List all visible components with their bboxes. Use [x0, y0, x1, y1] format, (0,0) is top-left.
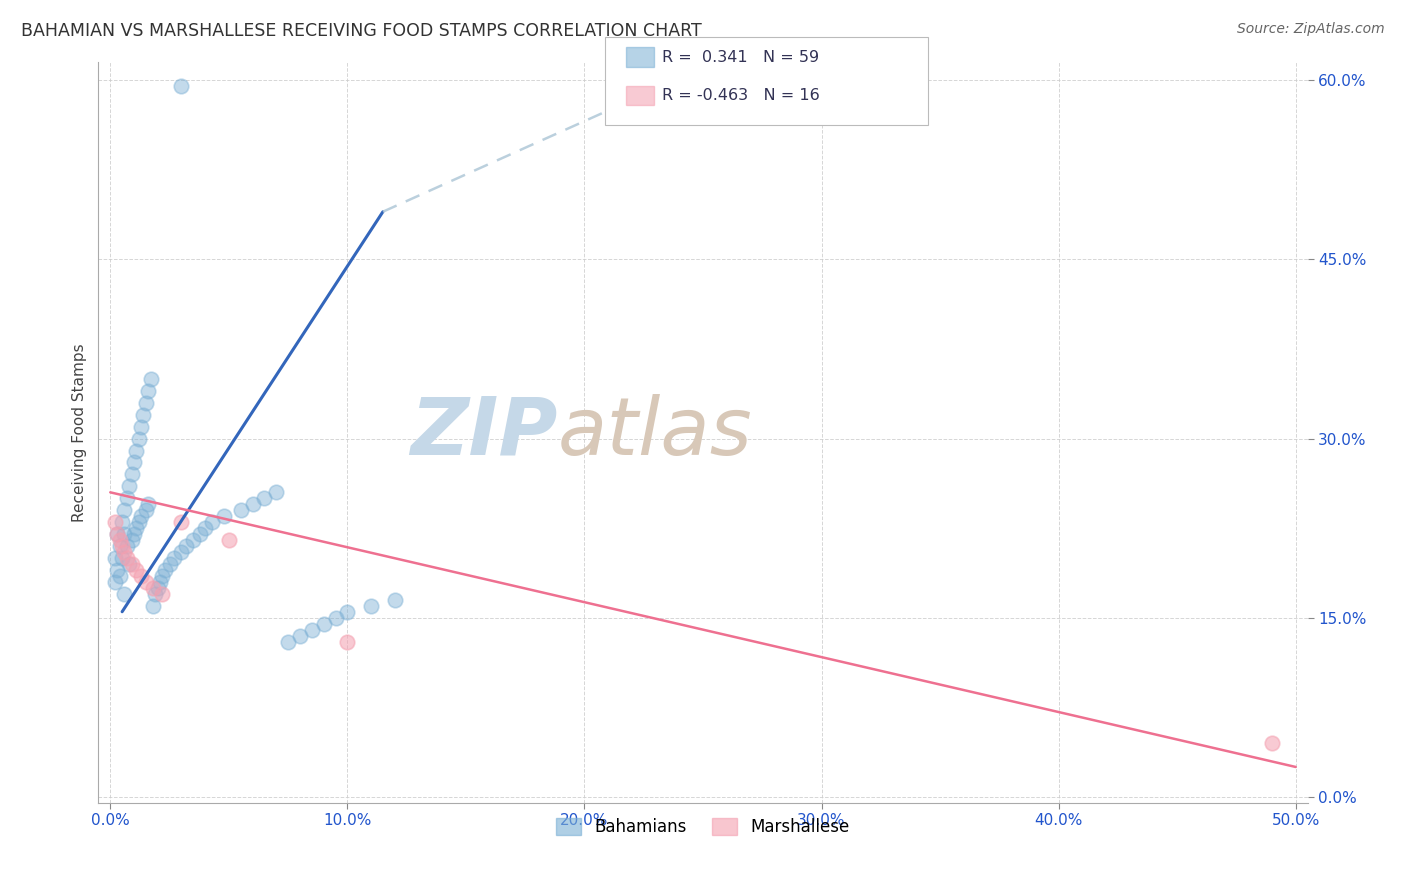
Point — [115, 551, 138, 566]
Point — [242, 497, 264, 511]
Point — [139, 372, 162, 386]
Text: atlas: atlas — [558, 393, 752, 472]
Point — [253, 491, 276, 506]
Point — [152, 569, 174, 583]
Point — [190, 527, 212, 541]
Point — [129, 419, 152, 434]
Point — [170, 515, 193, 529]
Point — [194, 521, 217, 535]
Point — [105, 527, 128, 541]
Point — [128, 515, 150, 529]
Text: ZIP: ZIP — [411, 393, 558, 472]
Point — [115, 539, 138, 553]
Point — [121, 533, 143, 547]
Point — [264, 485, 287, 500]
Point — [128, 432, 150, 446]
Point — [135, 503, 157, 517]
Text: R = -0.463   N = 16: R = -0.463 N = 16 — [662, 88, 820, 103]
Point — [114, 545, 136, 559]
Point — [288, 629, 311, 643]
Text: BAHAMIAN VS MARSHALLESE RECEIVING FOOD STAMPS CORRELATION CHART: BAHAMIAN VS MARSHALLESE RECEIVING FOOD S… — [21, 22, 702, 40]
Point — [111, 551, 134, 566]
Point — [384, 592, 406, 607]
Point — [142, 599, 165, 613]
Point — [114, 527, 136, 541]
Point — [118, 557, 141, 571]
Point — [174, 539, 197, 553]
Point — [153, 563, 176, 577]
Text: Source: ZipAtlas.com: Source: ZipAtlas.com — [1237, 22, 1385, 37]
Point — [170, 79, 193, 94]
Point — [105, 563, 128, 577]
Point — [122, 527, 145, 541]
Point — [108, 539, 131, 553]
Point — [301, 623, 323, 637]
Point — [1261, 736, 1284, 750]
Point — [170, 545, 193, 559]
Point — [325, 610, 347, 624]
Point — [105, 527, 128, 541]
Point — [111, 515, 134, 529]
Point — [104, 515, 127, 529]
Point — [142, 581, 165, 595]
Y-axis label: Receiving Food Stamps: Receiving Food Stamps — [72, 343, 87, 522]
Point — [336, 634, 359, 648]
Point — [132, 408, 155, 422]
Text: R =  0.341   N = 59: R = 0.341 N = 59 — [662, 50, 820, 64]
Point — [125, 443, 148, 458]
Point — [115, 491, 138, 506]
Point — [312, 616, 335, 631]
Point — [135, 574, 157, 589]
Point — [122, 455, 145, 469]
Point — [121, 557, 143, 571]
Point — [108, 569, 131, 583]
Point — [135, 396, 157, 410]
Point — [125, 563, 148, 577]
Point — [121, 467, 143, 482]
Point — [163, 551, 186, 566]
Point — [218, 533, 240, 547]
Point — [143, 587, 166, 601]
Point — [129, 509, 152, 524]
Point — [149, 574, 172, 589]
Point — [229, 503, 252, 517]
Legend: Bahamians, Marshallese: Bahamians, Marshallese — [550, 811, 856, 843]
Point — [146, 581, 169, 595]
Point — [104, 551, 127, 566]
Point — [212, 509, 235, 524]
Point — [118, 479, 141, 493]
Point — [114, 587, 136, 601]
Point — [114, 503, 136, 517]
Point — [181, 533, 204, 547]
Point — [136, 497, 159, 511]
Point — [277, 634, 299, 648]
Point — [360, 599, 382, 613]
Point — [104, 574, 127, 589]
Point — [152, 587, 174, 601]
Point — [336, 605, 359, 619]
Point — [111, 539, 134, 553]
Point — [201, 515, 224, 529]
Point — [159, 557, 181, 571]
Point — [136, 384, 159, 398]
Point — [108, 533, 131, 547]
Point — [125, 521, 148, 535]
Point — [129, 569, 152, 583]
